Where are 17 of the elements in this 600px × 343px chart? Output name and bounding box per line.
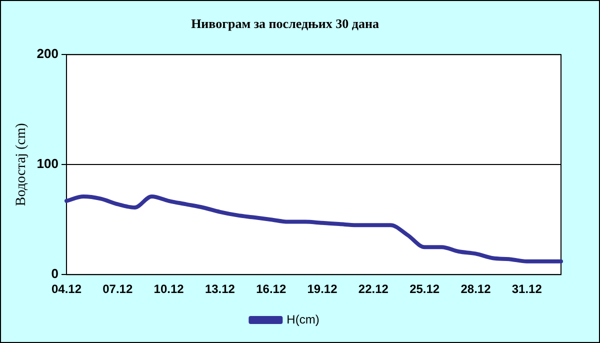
x-tick-label: 13.12 [204,282,236,296]
x-tick-label: 16.12 [256,282,286,296]
chart-title: Нивограм за последњих 30 дана [191,16,380,32]
legend-label: H(cm) [286,312,320,326]
x-tick-label: 22.12 [358,282,389,296]
y-axis-title: Водостај (cm) [14,122,30,206]
y-tick-label: 100 [36,156,58,172]
y-tick-label: 0 [51,266,58,282]
y-tick-label: 200 [36,46,58,62]
x-tick-label: 04.12 [51,282,82,296]
line-series [64,194,563,264]
x-tick-label: 10.12 [154,282,184,296]
x-tick-label: 31.12 [512,282,542,296]
x-tick-label: 25.12 [410,282,440,296]
x-tick-label: 07.12 [102,282,133,296]
x-tick-label: 28.12 [460,282,492,296]
x-tick-label: 19.12 [307,282,338,296]
